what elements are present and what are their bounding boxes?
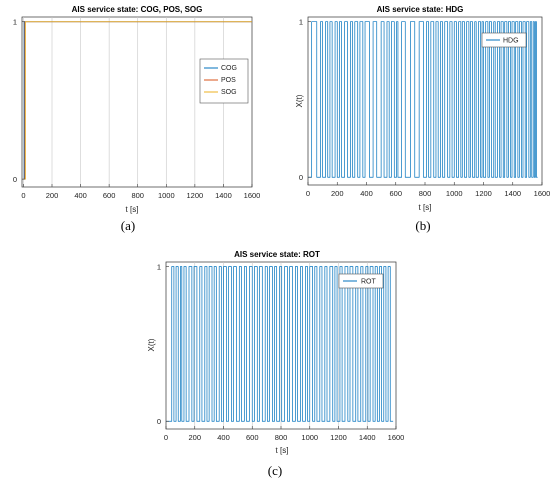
panel-c-x-tick-label: 800: [275, 433, 288, 442]
panel-a-y-ticks: 01: [13, 18, 25, 184]
panel-c-y-ticks: 01: [157, 262, 169, 426]
panel-a-legend-label-pos: POS: [221, 77, 236, 84]
panel-c-y-tick-label: 0: [157, 417, 161, 426]
panel-a-legend-label-cog: COG: [221, 65, 237, 72]
panel-a-caption: (a): [121, 218, 135, 233]
panel-b-x-tick-label: 1400: [504, 189, 521, 198]
panel-a-cog-pos-sog: AIS service state: COG, POS, SOG 0 200 400…: [13, 5, 261, 233]
panel-c-x-tick-label: 1600: [388, 433, 405, 442]
panel-c-x-tick-label: 1000: [301, 433, 318, 442]
panel-a-grid: [23, 17, 224, 187]
panel-c-legend-box: [338, 273, 384, 289]
panel-b-y-axis-label: X(t): [295, 94, 304, 107]
panel-c-x-axis-label: t [s]: [276, 446, 289, 455]
panel-a-legend-box: [199, 58, 249, 104]
panel-c-lines: [166, 266, 394, 422]
panel-a-x-tick-label: 400: [74, 191, 87, 200]
panel-b-x-tick-label: 600: [389, 189, 402, 198]
panel-a-x-tick-label: 200: [46, 191, 59, 200]
panel-b-legend: HDG: [481, 32, 527, 48]
panel-c-legend-label-rot: ROT: [361, 279, 377, 286]
panel-c-x-tick-label: 1400: [359, 433, 376, 442]
panel-c-caption: (c): [268, 463, 282, 478]
panel-b-x-tick-label: 1200: [475, 189, 492, 198]
panel-c-title: AIS service state: ROT: [234, 250, 320, 259]
panel-a-x-tick-label: 1000: [158, 191, 175, 200]
panel-b-x-tick-label: 1000: [446, 189, 463, 198]
panel-a-x-tick-label: 800: [131, 191, 144, 200]
panel-b-y-tick-label: 1: [299, 17, 303, 26]
panel-a-x-tick-label: 0: [21, 191, 25, 200]
panel-a-y-tick-label: 0: [13, 175, 17, 184]
panel-a-x-tick-label: 1200: [187, 191, 204, 200]
panel-a-title: AIS service state: COG, POS, SOG: [72, 5, 203, 14]
panel-b-x-axis-label: t [s]: [419, 203, 432, 212]
panel-b-y-tick-label: 0: [299, 173, 303, 182]
panel-a-x-ticks: 0 200 400 600 800 1000 1200 1400 1600: [21, 184, 260, 200]
panel-c-x-tick-label: 600: [246, 433, 259, 442]
panel-a-x-tick-label: 600: [103, 191, 116, 200]
panel-b-y-ticks: 01: [299, 17, 311, 182]
panel-a-y-tick-label: 1: [13, 18, 17, 27]
panel-a-x-axis-label: t [s]: [126, 205, 139, 214]
panel-c-rot: AIS service state: ROT 0 200 400 600 800 1000…: [147, 250, 404, 478]
panel-b-title: AIS service state: HDG: [377, 5, 464, 14]
panel-b-hdg: AIS service state: HDG 0 200 400 600 800 1000…: [295, 5, 550, 233]
panel-a-x-tick-label: 1400: [215, 191, 232, 200]
panel-b-x-tick-label: 1600: [534, 189, 550, 198]
panel-b-caption: (b): [415, 218, 430, 233]
panel-c-x-tick-label: 1200: [330, 433, 347, 442]
panel-b-x-tick-label: 200: [331, 189, 344, 198]
panel-a-legend-label-sog: SOG: [221, 89, 237, 96]
panel-b-x-ticks: 0 200 400 600 800 1000 1200 1400 1600: [306, 182, 550, 198]
panel-c-x-ticks: 0 200 400 600 800 1000 1200 1400 1600: [164, 426, 404, 442]
panel-c-series-rot-line: [166, 266, 394, 422]
panel-b-lines: [308, 21, 538, 178]
panel-b-legend-box: [481, 32, 527, 48]
panel-a-x-tick-label: 1600: [244, 191, 261, 200]
panel-a-legend: COG POS SOG: [199, 58, 249, 104]
panel-c-x-tick-label: 200: [188, 433, 201, 442]
panel-c-y-axis-label: X(t): [147, 338, 156, 351]
panel-b-series-hdg-line: [308, 21, 538, 178]
panel-c-legend: ROT: [338, 273, 384, 289]
panel-c-y-tick-label: 1: [157, 262, 161, 271]
panel-b-x-tick-label: 800: [419, 189, 432, 198]
panel-b-legend-label-hdg: HDG: [503, 38, 519, 45]
panel-c-x-tick-label: 400: [217, 433, 230, 442]
panel-b-x-tick-label: 400: [360, 189, 373, 198]
panel-c-x-tick-label: 0: [164, 433, 168, 442]
panel-b-x-tick-label: 0: [306, 189, 310, 198]
